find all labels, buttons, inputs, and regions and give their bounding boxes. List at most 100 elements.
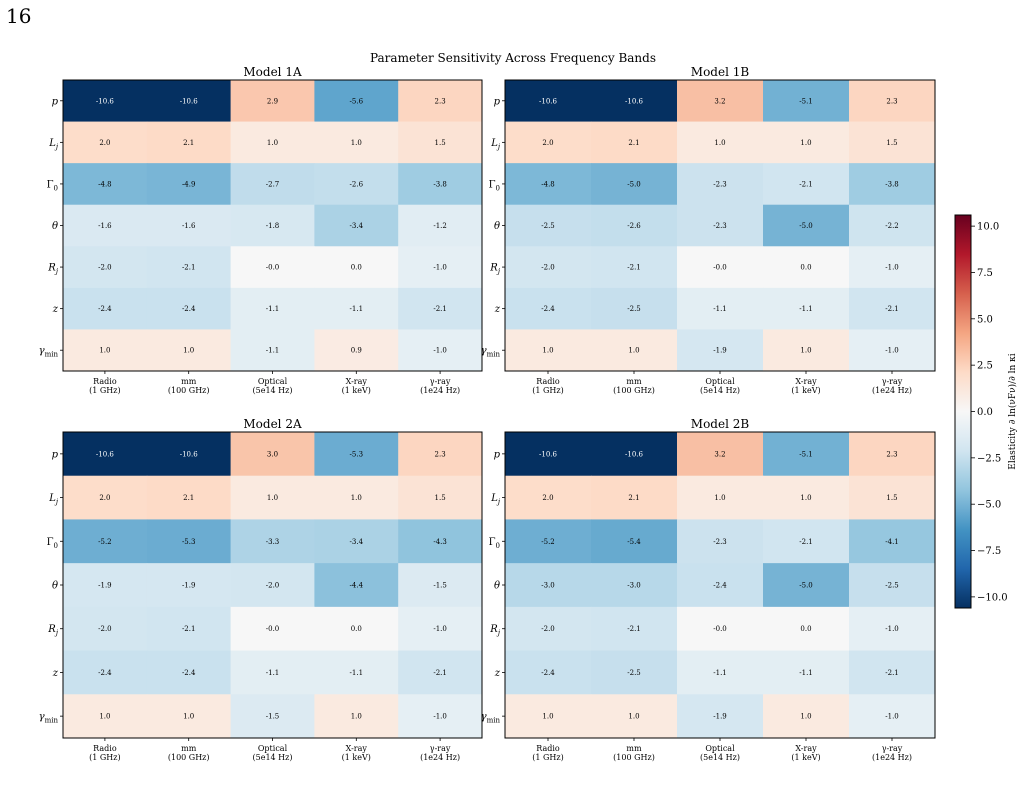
heatmap-cell xyxy=(63,121,148,164)
cell-value-label: 1.0 xyxy=(183,347,194,355)
cell-value-label: -4.1 xyxy=(885,538,899,546)
heatmap-cell xyxy=(63,432,148,477)
cell-value-label: 0.0 xyxy=(351,625,362,633)
cell-value-label: 2.3 xyxy=(886,450,897,458)
colorbar-tick-label: 10.0 xyxy=(977,222,999,233)
cell-value-label: 1.5 xyxy=(886,139,897,147)
cell-value-label: -1.1 xyxy=(266,669,280,677)
heatmap-cell xyxy=(398,121,483,164)
column-label: mm (100 GHz) xyxy=(168,377,210,395)
cell-value-label: 2.9 xyxy=(267,97,278,105)
cell-value-label: -5.1 xyxy=(799,450,813,458)
heatmap-cell xyxy=(146,432,232,477)
cell-value-label: -10.6 xyxy=(180,450,198,458)
heatmap-panel-4: Model 2B -10.6 -10.6 3.2 -5.1 2.3 2.0 2.1 1.0 1.0… xyxy=(481,417,936,762)
panel-title: Model 1B xyxy=(691,65,750,79)
cell-value-label: 1.0 xyxy=(542,713,553,721)
heatmap-cell xyxy=(146,163,232,206)
heatmap-cell xyxy=(591,475,678,520)
cell-value-label: 2.0 xyxy=(99,139,110,147)
heatmap-cell xyxy=(849,329,936,372)
cell-value-label: -2.0 xyxy=(541,264,555,272)
cell-value-label: -5.2 xyxy=(98,538,112,546)
heatmap-cell xyxy=(146,606,232,652)
cell-value-label: -1.1 xyxy=(713,305,727,313)
row-label: Rj xyxy=(47,263,59,276)
column-label: X-ray (1 keV) xyxy=(791,377,820,395)
cell-value-label: -1.0 xyxy=(433,347,447,355)
cell-value-label: -2.5 xyxy=(885,582,899,590)
row-label: γmin xyxy=(481,346,501,359)
heatmap-cell xyxy=(314,519,399,564)
heatmap-cell xyxy=(677,163,764,206)
heatmap-cell xyxy=(505,121,592,164)
heatmap-cell xyxy=(63,329,148,372)
cell-value-label: -2.1 xyxy=(433,305,447,313)
heatmap-cell xyxy=(763,204,850,247)
cell-value-label: -2.4 xyxy=(182,305,196,313)
cell-value-label: -3.8 xyxy=(433,180,447,188)
heatmap-cell xyxy=(146,694,232,739)
cell-value-label: 2.1 xyxy=(183,139,194,147)
heatmap-cell xyxy=(591,519,678,564)
row-label: p xyxy=(494,96,501,107)
heatmap-cell xyxy=(146,80,232,123)
cell-value-label: -10.6 xyxy=(539,97,557,105)
row-label: Lj xyxy=(490,138,501,151)
heatmap-cell xyxy=(314,563,399,608)
heatmap-cell xyxy=(677,246,764,289)
cell-value-label: -2.1 xyxy=(182,625,196,633)
cell-value-label: 1.5 xyxy=(886,494,897,502)
cell-value-label: -1.9 xyxy=(713,713,727,721)
heatmap-cell xyxy=(677,432,764,477)
column-label: Radio (1 GHz) xyxy=(89,744,120,762)
cell-value-label: -3.8 xyxy=(885,180,899,188)
heatmap-cell xyxy=(505,287,592,330)
cell-value-label: -1.9 xyxy=(98,582,112,590)
cell-value-label: -2.6 xyxy=(627,222,641,230)
heatmap-cell xyxy=(230,121,315,164)
heatmap-cell xyxy=(314,287,399,330)
heatmap-cell xyxy=(230,563,315,608)
cell-value-label: -2.3 xyxy=(713,222,727,230)
cell-value-label: -4.8 xyxy=(541,180,555,188)
colorbar-gradient xyxy=(954,214,972,609)
cell-value-label: -2.4 xyxy=(713,582,727,590)
row-label: z xyxy=(494,304,501,315)
heatmap-cell xyxy=(677,694,764,739)
heatmap-cell xyxy=(398,563,483,608)
heatmap-cell xyxy=(314,246,399,289)
cell-value-label: -2.4 xyxy=(98,669,112,677)
row-label: p xyxy=(52,449,59,460)
heatmap-cell xyxy=(146,563,232,608)
heatmap-cell xyxy=(505,475,592,520)
heatmap-cell xyxy=(677,519,764,564)
page-number: 16 xyxy=(6,4,32,28)
heatmap-cell xyxy=(591,163,678,206)
cell-value-label: 2.3 xyxy=(435,450,446,458)
heatmap-cell xyxy=(63,80,148,123)
colorbar-tick-label: −7.5 xyxy=(977,546,1001,557)
heatmap-cell xyxy=(505,563,592,608)
cell-value-label: 1.5 xyxy=(435,494,446,502)
heatmap-cell xyxy=(591,287,678,330)
cell-value-label: -4.8 xyxy=(98,180,112,188)
heatmap-cell xyxy=(314,329,399,372)
heatmap-cell xyxy=(398,432,483,477)
cell-value-label: 1.0 xyxy=(714,139,725,147)
cell-value-label: 1.0 xyxy=(99,713,110,721)
heatmap-cell xyxy=(230,163,315,206)
cell-value-label: -2.5 xyxy=(541,222,555,230)
cell-value-label: -2.1 xyxy=(627,625,641,633)
heatmap-cell xyxy=(849,475,936,520)
heatmap-cell xyxy=(230,432,315,477)
panel-title: Model 2A xyxy=(243,417,302,431)
heatmap-cell xyxy=(763,475,850,520)
cell-value-label: -2.1 xyxy=(799,538,813,546)
heatmap-cell xyxy=(314,204,399,247)
row-label: θ xyxy=(52,581,58,592)
heatmap-cell xyxy=(146,650,232,695)
cell-value-label: -1.0 xyxy=(885,625,899,633)
heatmap-panels: Model 1A -10.6 -10.6 2.9 -5.6 2.3 2.0 2.1 1.0 1.0… xyxy=(39,65,936,762)
heatmap-cell xyxy=(505,204,592,247)
